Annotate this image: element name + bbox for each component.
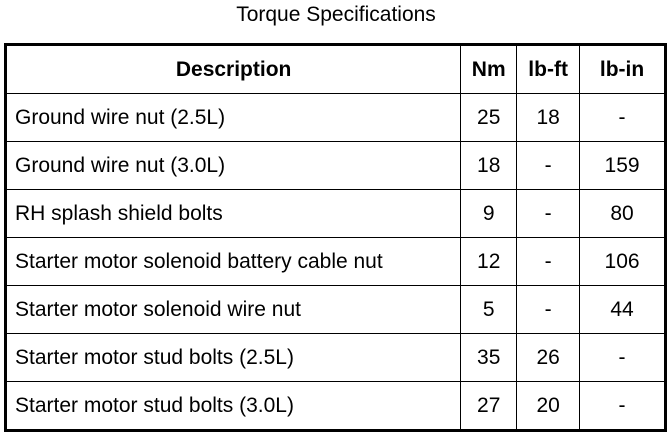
cell-lb-in: 44	[579, 285, 666, 334]
cell-lb-ft: -	[516, 141, 581, 190]
cell-lb-ft: 20	[516, 381, 581, 431]
cell-nm: 9	[460, 189, 518, 238]
header-description: Description	[4, 44, 462, 94]
header-nm: Nm	[460, 44, 518, 94]
cell-lb-ft: -	[516, 285, 581, 334]
cell-lb-ft: 18	[516, 93, 581, 142]
cell-description: Ground wire nut (3.0L)	[4, 141, 462, 190]
table-row: Starter motor solenoid wire nut 5-44	[4, 285, 666, 334]
page-title: Torque Specifications	[236, 3, 436, 26]
cell-nm: 18	[460, 141, 518, 190]
table-row: Ground wire nut (3.0L) 18-159	[4, 141, 666, 190]
table-row: Starter motor solenoid battery cable nut…	[4, 237, 666, 286]
cell-description: Ground wire nut (2.5L)	[4, 93, 462, 142]
cell-nm: 35	[460, 333, 518, 382]
cell-lb-in: -	[579, 333, 666, 382]
cell-description: Starter motor stud bolts (2.5L)	[4, 333, 462, 382]
cell-lb-in: -	[579, 381, 666, 431]
cell-nm: 5	[460, 285, 518, 334]
cell-nm: 25	[460, 93, 518, 142]
cell-lb-in: 159	[579, 141, 666, 190]
table-row: Starter motor stud bolts (3.0L) 27 20-	[4, 381, 666, 431]
header-lb-ft: lb-ft	[516, 44, 581, 94]
cell-description: Starter motor solenoid wire nut	[4, 285, 462, 334]
cell-lb-in: 106	[579, 237, 666, 286]
cell-description: RH splash shield bolts	[4, 189, 462, 238]
table-row: RH splash shield bolts 9-80	[4, 189, 666, 238]
cell-lb-in: 80	[579, 189, 666, 238]
cell-description: Starter motor solenoid battery cable nut	[4, 237, 462, 286]
cell-lb-in: -	[579, 93, 666, 142]
cell-lb-ft: -	[516, 189, 581, 238]
cell-nm: 27	[460, 381, 518, 431]
cell-nm: 12	[460, 237, 518, 286]
header-row: Description Nm lb-ft lb-in	[4, 44, 666, 94]
cell-description: Starter motor stud bolts (3.0L)	[4, 381, 462, 431]
cell-lb-ft: 26	[516, 333, 581, 382]
cell-lb-ft: -	[516, 237, 581, 286]
table-row: Ground wire nut (2.5L) 25 18-	[4, 93, 666, 142]
header-lb-in: lb-in	[579, 44, 666, 94]
torque-specifications-table: Description Nm lb-ft lb-in Ground wire n…	[4, 43, 667, 432]
table-row: Starter motor stud bolts (2.5L) 35 26-	[4, 333, 666, 382]
